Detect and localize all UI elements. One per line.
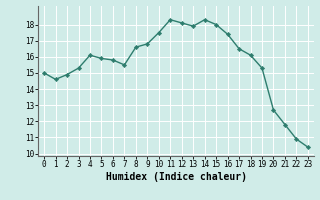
X-axis label: Humidex (Indice chaleur): Humidex (Indice chaleur)	[106, 172, 246, 182]
